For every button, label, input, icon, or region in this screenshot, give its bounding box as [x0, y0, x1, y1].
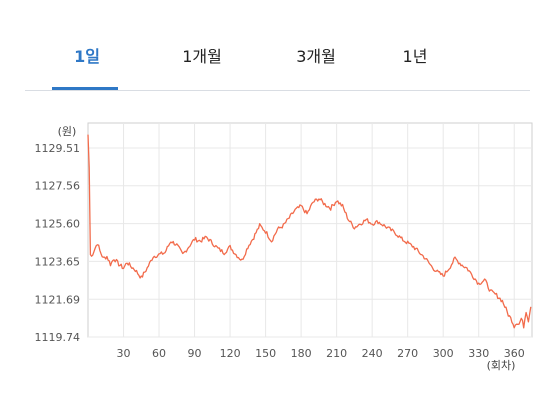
x-tick-label: 90 — [188, 347, 202, 360]
x-tick-label: 180 — [291, 347, 312, 360]
y-tick-label: 1125.60 — [35, 218, 81, 231]
x-axis-unit-label: (회차) — [487, 359, 516, 372]
x-tick-label: 330 — [468, 347, 489, 360]
x-tick-label: 30 — [117, 347, 131, 360]
plot-frame — [87, 122, 533, 338]
tab-1-year[interactable]: 1년 — [402, 47, 428, 66]
x-tick-label: 360 — [504, 347, 525, 360]
y-tick-label: 1119.74 — [35, 331, 81, 344]
x-tick-label: 240 — [362, 347, 383, 360]
y-tick-label: 1129.51 — [35, 142, 81, 155]
y-tick-label: 1123.65 — [35, 255, 81, 268]
y-tick-label: 1121.69 — [35, 293, 81, 306]
series-line — [87, 134, 532, 329]
x-tick-label: 210 — [326, 347, 347, 360]
tab-1-month[interactable]: 1개월 — [182, 47, 222, 66]
period-tabs: 1일 1개월 3개월 1년 — [25, 0, 530, 91]
x-tick-label: 150 — [255, 347, 276, 360]
active-tab-underline — [52, 87, 118, 90]
y-axis-unit-label: (원) — [58, 125, 77, 138]
tab-3-months[interactable]: 3개월 — [296, 47, 336, 66]
tab-1-day[interactable]: 1일 — [74, 47, 100, 66]
y-tick-label: 1127.56 — [35, 180, 81, 193]
x-tick-label: 120 — [220, 347, 241, 360]
x-tick-label: 60 — [152, 347, 166, 360]
exchange-rate-chart: 1129.51 1127.56 1125.60 1123.65 1121.69 1119.… — [35, 122, 533, 372]
x-tick-label: 300 — [433, 347, 454, 360]
x-tick-label: 270 — [397, 347, 418, 360]
